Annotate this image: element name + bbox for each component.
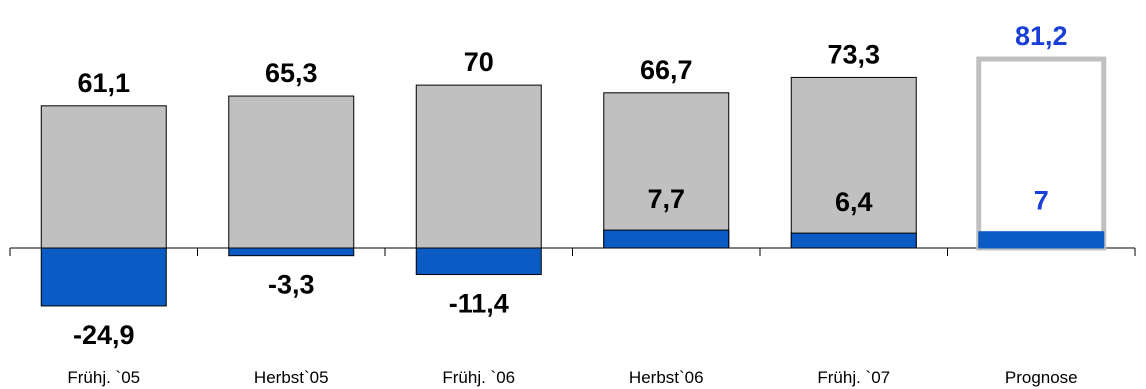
- total-bar-3: [603, 92, 730, 249]
- balance-bar-3: [603, 229, 730, 249]
- total-value-label-5: 81,2: [1015, 21, 1068, 51]
- balance-bar-2: [415, 247, 542, 276]
- category-label-3: Herbst`06: [629, 368, 704, 387]
- total-bar-1: [228, 95, 355, 249]
- balance-bar-1: [228, 247, 355, 257]
- balance-bar-4: [790, 232, 917, 249]
- total-value-label-0: 61,1: [77, 68, 130, 98]
- total-bar-4: [790, 76, 917, 249]
- balance-value-label-4: 6,4: [835, 187, 873, 217]
- category-label-5: Prognose: [1005, 368, 1078, 387]
- category-label-1: Herbst`05: [254, 368, 329, 387]
- total-value-label-4: 73,3: [827, 39, 880, 69]
- balance-value-label-3: 7,7: [647, 184, 685, 214]
- balance-value-label-2: -11,4: [449, 289, 509, 319]
- category-label-0: Frühj. `05: [67, 368, 140, 387]
- balance-bar-0: [40, 247, 167, 307]
- total-bar-2: [415, 84, 542, 249]
- balance-value-label-0: -24,9: [73, 320, 135, 350]
- category-label-4: Frühj. `07: [817, 368, 890, 387]
- total-bar-0: [40, 105, 167, 249]
- category-label-2: Frühj. `06: [442, 368, 515, 387]
- total-value-label-3: 66,7: [640, 55, 693, 85]
- balance-bar-5: [978, 231, 1105, 249]
- balance-value-label-5: 7: [1034, 186, 1049, 216]
- balance-value-label-1: -3,3: [268, 270, 315, 300]
- total-value-label-2: 70: [464, 47, 494, 77]
- total-value-label-1: 65,3: [265, 58, 318, 88]
- total-bar-5: [976, 56, 1107, 251]
